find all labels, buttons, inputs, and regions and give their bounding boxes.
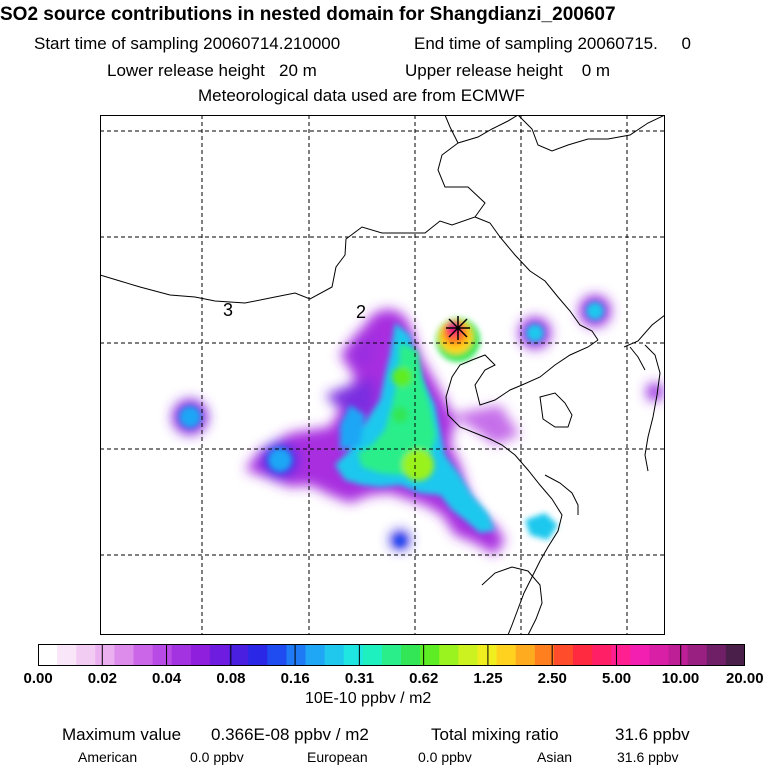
colorbar-tick-label: 1.25 [473, 670, 503, 687]
colorbar-swatch [477, 644, 498, 666]
colorbar-tick-label: 5.00 [601, 670, 632, 687]
maximum-value: 0.366E-08 ppbv / m2 [211, 725, 369, 744]
start-time-label: Start time of sampling 20060714.210000 [34, 34, 341, 53]
colorbar-swatch [439, 644, 459, 666]
colorbar-swatch [286, 644, 307, 666]
colorbar-swatch [573, 644, 593, 666]
colorbar-tick-label: 0.62 [409, 670, 439, 687]
colorbar-swatch [248, 644, 268, 666]
colorbar-swatch [553, 644, 574, 666]
colorbar-swatch [95, 644, 116, 666]
region-label-2: 2 [356, 302, 366, 322]
colorbar-swatch [401, 644, 421, 666]
total-mixing-ratio-label: Total mixing ratio [431, 725, 559, 744]
colorbar-swatch [38, 644, 58, 666]
contribution-asian-label: Asian [537, 749, 573, 765]
meteorological-data-label: Meteorological data used are from ECMWF [198, 86, 525, 105]
colorbar [38, 644, 745, 666]
upper-release-height-label: Upper release height 0 m [405, 61, 611, 80]
region-label-3: 3 [223, 300, 233, 320]
colorbar-tick-label: 0.31 [344, 670, 375, 687]
colorbar-swatch [687, 644, 708, 666]
colorbar-swatch [114, 644, 135, 666]
colorbar-swatch [324, 644, 345, 666]
contribution-american-value: 0.0 ppbv [190, 749, 244, 765]
colorbar-swatch [209, 644, 230, 666]
colorbar-swatch [668, 644, 689, 666]
colorbar-swatch [515, 644, 536, 666]
colorbar-tick-label: 2.50 [537, 670, 567, 687]
colorbar-frame [38, 644, 745, 666]
end-time-label: End time of sampling 20060715. 0 [414, 34, 691, 53]
colorbar-swatch [458, 644, 479, 666]
lower-release-height-label: Lower release height 20 m [107, 61, 317, 80]
colorbar-swatch [362, 644, 383, 666]
colorbar-swatch [630, 644, 651, 666]
colorbar-swatch [496, 644, 517, 666]
total-mixing-ratio-value: 31.6 ppbv [615, 725, 690, 744]
contribution-european-value: 0.0 ppbv [418, 749, 472, 765]
chart-title: SO2 source contributions in nested domai… [0, 4, 616, 25]
colorbar-swatch [171, 644, 192, 666]
colorbar-swatch [152, 644, 173, 666]
maximum-value-label: Maximum value [62, 725, 182, 744]
colorbar-tick-label: 0.04 [152, 670, 182, 687]
map-grid [100, 115, 665, 635]
station-star-icon [446, 316, 470, 340]
colorbar-swatch [725, 644, 745, 666]
contribution-american-label: American [78, 749, 138, 765]
colorbar-tick-label: 0.16 [280, 670, 310, 687]
coastlines [100, 115, 665, 635]
colorbar-tick-label: 0.08 [216, 670, 246, 687]
colorbar-tick-label: 10.00 [661, 670, 700, 687]
contribution-map: 3 2 [100, 115, 665, 635]
colorbar-swatch [190, 644, 211, 666]
colorbar-swatch [133, 644, 154, 666]
colorbar-swatch [534, 644, 555, 666]
colorbar-tick-label: 0.00 [23, 670, 53, 687]
colorbar-swatch [381, 644, 402, 666]
contribution-european-label: European [307, 749, 368, 765]
colorbar-swatch [649, 644, 670, 666]
colorbar-swatch [611, 644, 631, 666]
colorbar-swatch [420, 644, 440, 666]
colorbar-tick-label: 0.02 [87, 670, 117, 687]
colorbar-swatch [706, 644, 727, 666]
concentration-field [172, 295, 664, 555]
colorbar-swatch [229, 644, 249, 666]
colorbar-swatch [592, 644, 612, 666]
colorbar-swatch [343, 644, 364, 666]
colorbar-swatch [305, 644, 326, 666]
colorbar-swatch [267, 644, 288, 666]
colorbar-swatch [76, 644, 96, 666]
units-label: 10E-10 ppbv / m2 [305, 690, 432, 707]
contribution-asian-value: 31.6 ppbv [617, 749, 679, 765]
colorbar-tick-label: 20.00 [726, 670, 764, 687]
colorbar-swatch [57, 644, 77, 666]
